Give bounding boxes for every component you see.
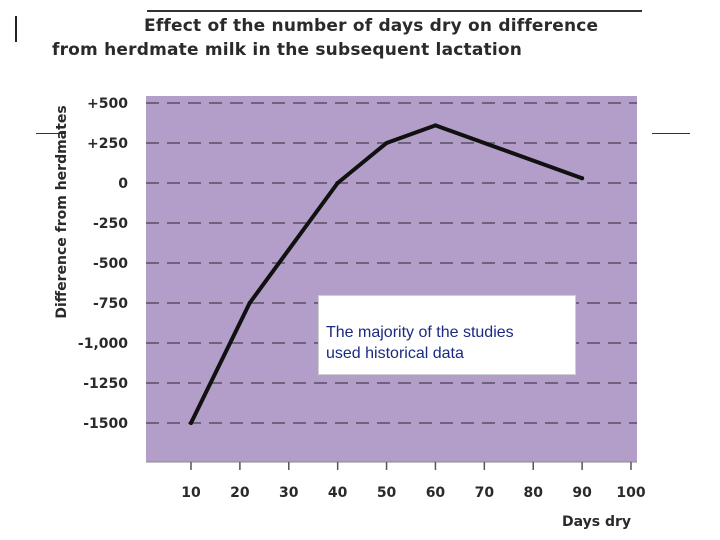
y-tick-label: -1500 [83,416,128,432]
callout-line-2: used historical data [326,345,464,362]
callout-box: The majority of the studies used histori… [318,295,576,375]
x-tick-label: 50 [377,485,397,501]
x-tick-label: 30 [279,485,299,501]
x-tick-label: 90 [572,485,592,501]
chart-title-line-1: Effect of the number of days dry on diff… [144,16,599,36]
series-line [189,123,585,425]
y-tick-label: -1250 [83,376,128,392]
x-tick-label: 60 [426,485,446,501]
callout-line-1: The majority of the studies [326,324,514,341]
data-point [335,181,340,185]
y-axis-label-text: Difference from herdmates [54,105,70,319]
data-point [580,176,585,181]
plot-area [146,96,637,462]
y-tick-label: +500 [87,96,128,112]
y-tick-label: +250 [87,136,128,152]
chart-title: Effect of the number of days dry on diff… [52,14,672,62]
x-axis-label: Days dry [562,514,632,530]
slide-edge-mark [15,16,17,42]
x-tick-label: 70 [475,485,495,501]
x-tick-label: 40 [328,485,348,501]
y-tick-label: -1,000 [78,336,128,352]
x-tick-label: 20 [230,485,250,501]
y-tick-label: -500 [93,256,128,272]
title-rule [147,10,642,12]
left-rule [36,133,66,134]
y-tick-label: -750 [93,296,128,312]
data-point [189,421,193,425]
chart-title-line-2: from herdmate milk in the subsequent lac… [52,40,523,60]
x-tick-label: 80 [523,485,543,501]
data-point [384,141,389,145]
x-tick-label: 100 [616,485,645,501]
data-point [247,301,252,305]
y-tick-label: -250 [93,216,128,232]
y-tick-label: 0 [118,176,128,192]
data-point [433,123,438,128]
right-rule [652,133,690,134]
x-tick-label: 10 [181,485,201,501]
